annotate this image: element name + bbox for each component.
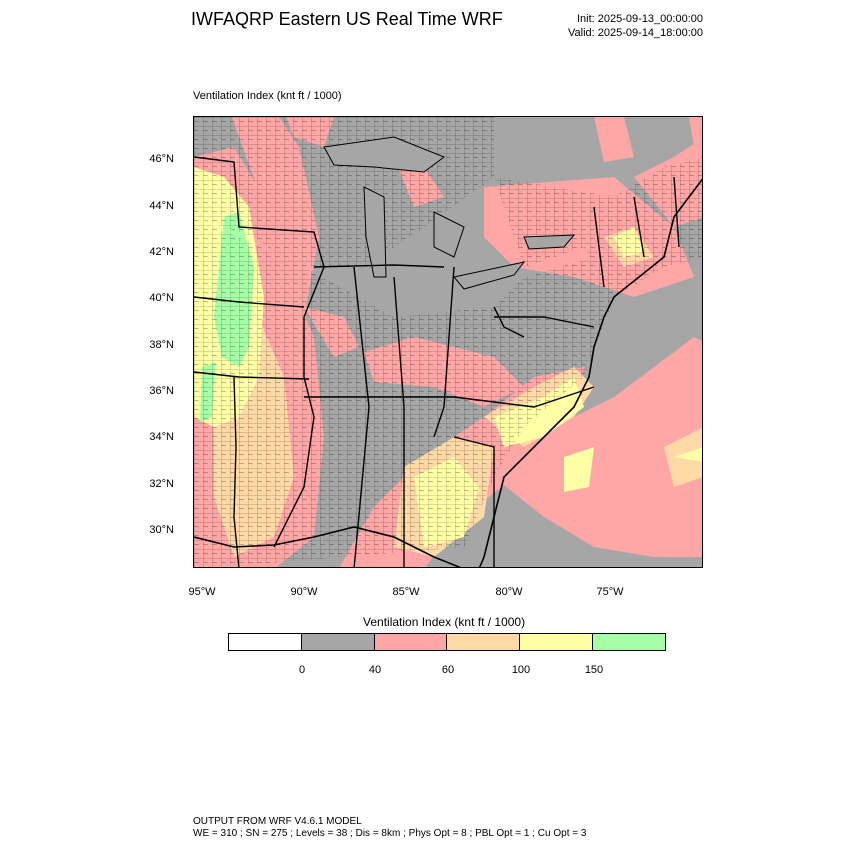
colorbar-box-0-40 [301,634,375,650]
lat-label-44: 44°N [149,200,174,212]
great-lakes [323,136,576,290]
lake-michigan [363,186,387,278]
valid-time: Valid: 2025-09-14_18:00:00 [568,27,703,39]
map-svg [194,117,702,567]
colorbar [228,633,666,651]
lat-label-46: 46°N [149,153,174,165]
colorbar-title: Ventilation Index (knt ft / 1000) [363,615,526,629]
lake-huron [433,211,465,258]
colorbar-label-150: 150 [584,664,604,676]
lake-erie [453,261,526,290]
atlantic-coastline [478,178,702,567]
map-subtitle: Ventilation Index (knt ft / 1000) [193,90,342,102]
lat-label-42: 42°N [149,246,174,258]
init-valid-times: Init: 2025-09-13_00:00:00 Valid: 2025-09… [568,12,703,40]
colorbar-box-below-0 [229,634,302,650]
lat-label-40: 40°N [149,292,174,304]
colorbar-box-above-150 [593,634,665,650]
lon-label-75: 75°W [596,586,624,598]
colorbar-label-100: 100 [511,664,531,676]
model-version: OUTPUT FROM WRF V4.6.1 MODEL [193,816,362,827]
plot-title: IWFAQRP Eastern US Real Time WRF [191,9,503,29]
colorbar-label-0: 0 [298,664,306,676]
lat-label-36: 36°N [149,385,174,397]
lat-label-32: 32°N [149,478,174,490]
lon-label-85: 85°W [392,586,420,598]
colorbar-label-60: 60 [441,664,455,676]
gulf-coastline [194,526,462,567]
lon-label-95: 95°W [188,586,216,598]
ventilation-index-map [193,116,703,568]
colorbar-box-100-150 [520,634,594,650]
model-info-footer: OUTPUT FROM WRF V4.6.1 MODEL WE = 310 ; … [193,816,586,840]
model-options: WE = 310 ; SN = 275 ; Levels = 38 ; Dis … [193,828,587,839]
county-boundaries [194,117,614,567]
lon-label-80: 80°W [495,586,523,598]
lat-label-38: 38°N [149,339,174,351]
lat-label-30: 30°N [149,524,174,536]
lake-superior [323,136,446,173]
colorbar-box-40-60 [374,634,448,650]
init-time: Init: 2025-09-13_00:00:00 [577,13,703,25]
county-boundaries-ne [494,157,702,297]
lat-label-34: 34°N [149,431,174,443]
colorbar-label-40: 40 [368,664,382,676]
lon-label-90: 90°W [290,586,318,598]
colorbar-box-60-100 [447,634,521,650]
lake-ontario [523,234,576,250]
state-boundaries [194,156,680,567]
